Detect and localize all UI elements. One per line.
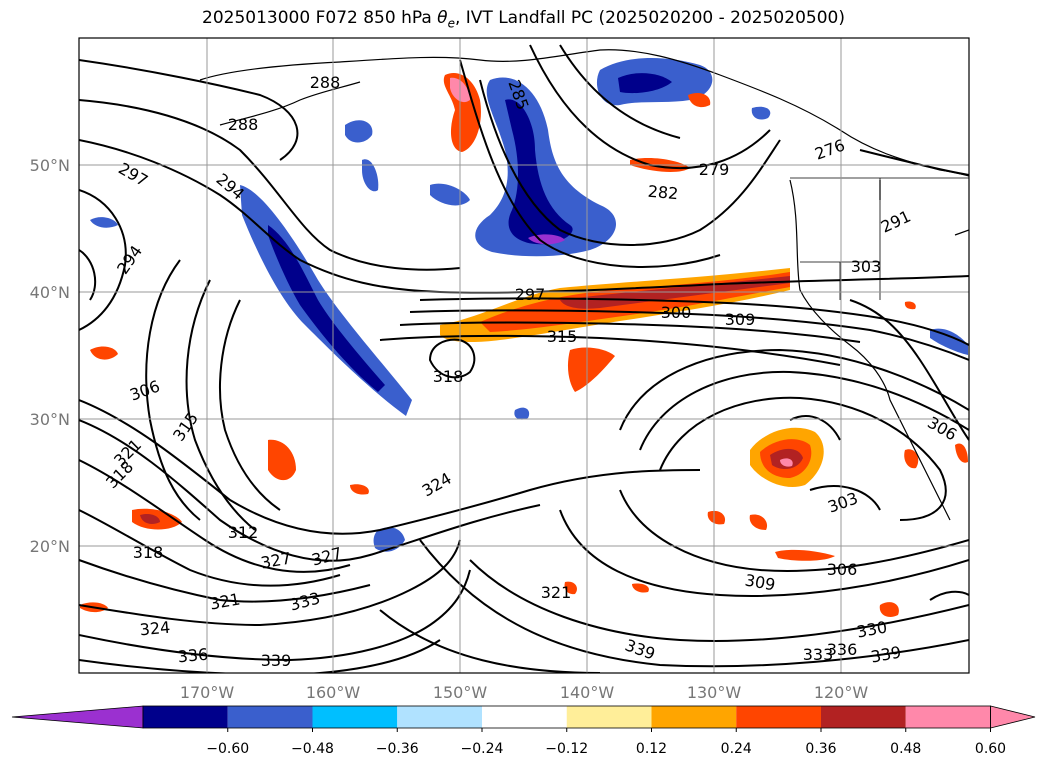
colorbar-tick-label: −0.48 (291, 741, 334, 757)
contour-label: 309 (725, 310, 756, 329)
colorbar-segment (736, 706, 821, 728)
title-suffix: , IVT Landfall PC (2025020200 - 20250205… (454, 8, 845, 28)
contour-label: 288 (310, 73, 341, 92)
contour-label: 318 (433, 367, 464, 386)
contour-label: 339 (261, 651, 292, 670)
colorbar-segment (821, 706, 906, 728)
colorbar-tick-label: −0.60 (206, 741, 249, 757)
contour-label: 336 (177, 645, 209, 667)
colorbar-tick-label: −0.12 (545, 741, 588, 757)
colorbar-tick-label: −0.24 (461, 741, 504, 757)
axis-labels: 170°W 160°W 150°W 140°W 130°W 120°W 50°N… (30, 156, 869, 702)
colorbar-tick-label: 0.12 (636, 741, 667, 757)
contour-label: 297 (515, 285, 546, 304)
contour-label: 288 (228, 115, 259, 134)
title-subscript: e (447, 16, 455, 31)
lon-label: 150°W (433, 683, 488, 702)
colorbar-segment (312, 706, 398, 728)
colorbar-segment (905, 706, 991, 728)
colorbar-tick-label: −0.36 (376, 741, 419, 757)
colorbar: −0.60 −0.48 −0.36 −0.24 −0.12 0.12 0.24 0.36 0.4… (11, 705, 1036, 757)
theta-e-contours (79, 44, 969, 673)
colorbar-tick-label: 0.24 (721, 741, 752, 757)
lon-label: 130°W (687, 683, 742, 702)
lat-label: 50°N (30, 156, 70, 175)
lat-label: 20°N (30, 537, 70, 556)
colorbar-tick-label: 0.60 (975, 741, 1006, 757)
contour-label: 336 (827, 640, 858, 659)
lat-label: 30°N (30, 410, 70, 429)
contour-label: 318 (133, 543, 164, 562)
contour-label: 279 (699, 160, 730, 179)
lon-label: 160°W (306, 683, 361, 702)
contour-label: 321 (541, 583, 572, 602)
colorbar-segment (143, 706, 228, 728)
colorbar-tick-label: 0.36 (805, 741, 836, 757)
plot-frame (78, 37, 970, 674)
contour-label: 300 (661, 303, 692, 322)
lon-label: 170°W (180, 683, 235, 702)
map-title: 2025013000 F072 850 hPa θe, IVT Landfall… (0, 8, 1047, 30)
colorbar-segment (227, 706, 313, 728)
contour-label: 315 (547, 327, 578, 346)
colorbar-extend-min (11, 705, 144, 729)
gridlines (79, 38, 969, 673)
contour-label: 324 (139, 618, 171, 640)
colorbar-segment (566, 706, 652, 728)
contour-label: 303 (851, 257, 882, 276)
lon-label: 120°W (814, 683, 869, 702)
colorbar-segment (651, 706, 737, 728)
title-prefix: 2025013000 F072 850 hPa (202, 8, 438, 28)
title-theta: θ (437, 8, 448, 28)
contour-label: 282 (647, 182, 679, 204)
lat-label: 40°N (30, 283, 70, 302)
state-borders (790, 177, 969, 300)
colorbar-segment (397, 706, 482, 728)
contour-label: 306 (827, 560, 858, 579)
coastlines (199, 49, 969, 521)
colorbar-segment (482, 706, 567, 728)
lon-label: 140°W (560, 683, 615, 702)
colorbar-extend-max (990, 705, 1036, 729)
contour-label: 312 (228, 523, 259, 542)
contour-label: 333 (803, 645, 834, 664)
colorbar-tick-label: 0.48 (890, 741, 921, 757)
